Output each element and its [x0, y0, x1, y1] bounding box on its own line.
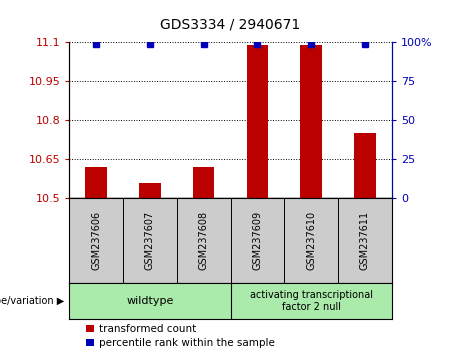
Bar [139, 183, 160, 198]
Text: GSM237608: GSM237608 [199, 211, 209, 270]
Text: genotype/variation ▶: genotype/variation ▶ [0, 296, 65, 306]
Text: GDS3334 / 2940671: GDS3334 / 2940671 [160, 18, 301, 32]
Bar [354, 133, 376, 198]
Text: wildtype: wildtype [126, 296, 173, 306]
Text: activating transcriptional
factor 2 null: activating transcriptional factor 2 null [250, 290, 372, 312]
Text: GSM237610: GSM237610 [306, 211, 316, 270]
Bar [247, 45, 268, 198]
Bar [193, 167, 214, 198]
Legend: transformed count, percentile rank within the sample: transformed count, percentile rank withi… [82, 320, 279, 353]
Text: GSM237606: GSM237606 [91, 211, 101, 270]
Bar [85, 167, 107, 198]
Text: GSM237607: GSM237607 [145, 211, 155, 270]
Text: GSM237611: GSM237611 [360, 211, 370, 270]
Bar [301, 45, 322, 198]
Text: GSM237609: GSM237609 [252, 211, 262, 270]
